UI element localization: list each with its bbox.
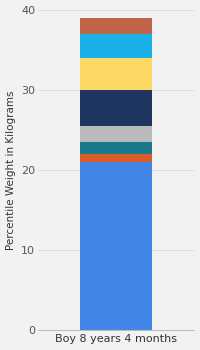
Bar <box>80 34 152 58</box>
Bar <box>80 90 152 126</box>
Bar <box>80 58 152 90</box>
Bar <box>80 126 152 142</box>
Y-axis label: Percentile Weight in Kilograms: Percentile Weight in Kilograms <box>6 90 16 250</box>
Bar <box>80 142 152 154</box>
Bar <box>80 18 152 34</box>
Bar <box>80 154 152 162</box>
Bar <box>80 162 152 330</box>
